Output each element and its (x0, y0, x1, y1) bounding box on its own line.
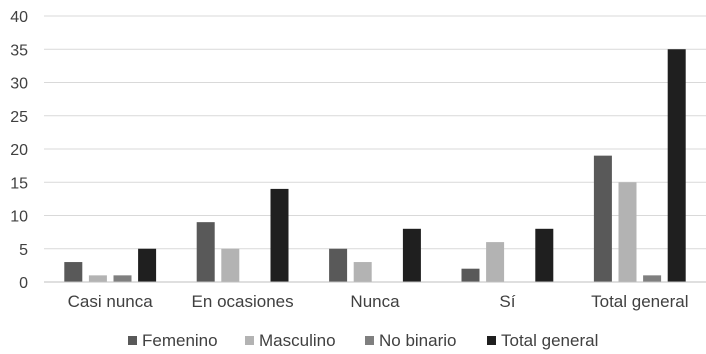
bar (461, 268, 480, 282)
bar (221, 248, 240, 282)
bar (113, 275, 132, 282)
bar (402, 228, 421, 282)
x-category-label: Casi nunca (68, 292, 154, 311)
bar (486, 242, 505, 282)
legend-swatch (128, 336, 137, 345)
bar (667, 49, 686, 282)
bar (64, 262, 83, 282)
bar (138, 248, 157, 282)
y-tick-label: 30 (10, 76, 28, 93)
y-tick-label: 20 (10, 142, 28, 159)
y-tick-label: 10 (10, 209, 28, 226)
legend-label: No binario (379, 331, 457, 350)
y-tick-label: 25 (10, 109, 28, 126)
y-tick-label: 40 (10, 9, 28, 26)
gridlines (44, 15, 706, 250)
bar (353, 262, 372, 282)
y-tick-label: 35 (10, 42, 28, 59)
y-axis-ticks: 0 5 10 15 20 25 30 35 40 (10, 9, 28, 292)
x-axis-categories: Casi nunca En ocasiones Nunca Sí Total gener… (68, 292, 689, 311)
bar (196, 222, 215, 282)
legend-label: Masculino (259, 331, 336, 350)
y-tick-label: 0 (19, 275, 28, 292)
x-category-label: En ocasiones (192, 292, 294, 311)
legend-swatch (365, 336, 374, 345)
bar (535, 228, 554, 282)
legend-swatch (245, 336, 254, 345)
y-tick-label: 15 (10, 175, 28, 192)
legend-label: Femenino (142, 331, 218, 350)
bar (270, 188, 289, 282)
bar (618, 182, 637, 282)
bar (88, 275, 107, 282)
y-tick-label: 5 (19, 242, 28, 259)
legend: Femenino Masculino No binario Total general (128, 331, 598, 350)
legend-swatch (487, 336, 496, 345)
x-category-label: Nunca (350, 292, 400, 311)
bar (643, 275, 662, 282)
bar (593, 155, 612, 282)
x-category-label: Sí (499, 292, 515, 311)
legend-label: Total general (501, 331, 598, 350)
bar (329, 248, 348, 282)
bars (64, 49, 686, 282)
x-category-label: Total general (591, 292, 688, 311)
